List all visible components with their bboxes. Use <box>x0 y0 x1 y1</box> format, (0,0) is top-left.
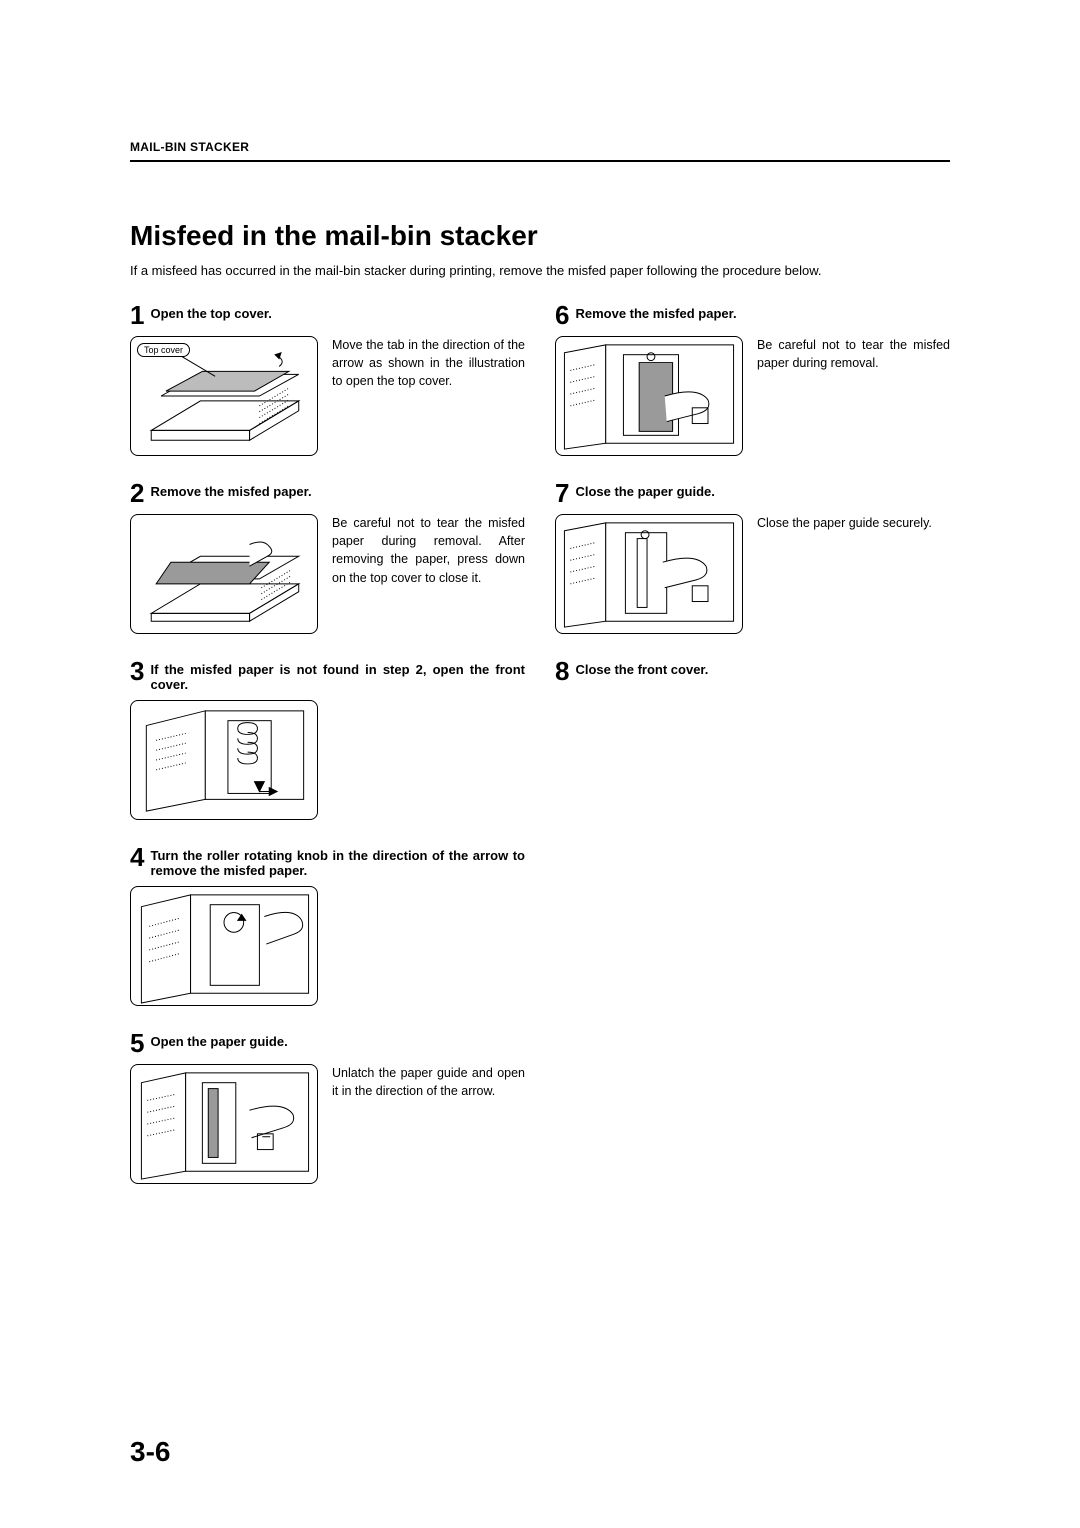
step-title: If the misfed paper is not found in step… <box>150 658 525 692</box>
step-number: 7 <box>555 480 569 506</box>
step-7-text: Close the paper guide securely. <box>757 514 932 532</box>
step-6: 6 Remove the misfed paper. <box>555 302 950 456</box>
left-column: 1 Open the top cover. Top cover <box>130 302 525 1208</box>
step-number: 4 <box>130 844 144 870</box>
step-2-text: Be careful not to tear the misfed paper … <box>332 514 525 587</box>
step-3: 3 If the misfed paper is not found in st… <box>130 658 525 820</box>
step-6-figure <box>555 336 743 456</box>
running-head: MAIL-BIN STACKER <box>130 140 950 162</box>
step-title: Open the top cover. <box>150 302 271 321</box>
step-3-figure <box>130 700 318 820</box>
step-number: 3 <box>130 658 144 684</box>
step-5: 5 Open the paper guide. <box>130 1030 525 1184</box>
step-number: 6 <box>555 302 569 328</box>
step-title: Remove the misfed paper. <box>575 302 736 321</box>
step-number: 1 <box>130 302 144 328</box>
step-4: 4 Turn the roller rotating knob in the d… <box>130 844 525 1006</box>
step-5-text: Unlatch the paper guide and open it in t… <box>332 1064 525 1100</box>
step-7-figure <box>555 514 743 634</box>
page-title: Misfeed in the mail-bin stacker <box>130 220 950 252</box>
step-8: 8 Close the front cover. <box>555 658 950 684</box>
step-number: 2 <box>130 480 144 506</box>
step-title: Turn the roller rotating knob in the dir… <box>150 844 525 878</box>
step-1: 1 Open the top cover. Top cover <box>130 302 525 456</box>
step-1-figure: Top cover <box>130 336 318 456</box>
step-number: 8 <box>555 658 569 684</box>
step-5-figure <box>130 1064 318 1184</box>
intro-paragraph: If a misfeed has occurred in the mail-bi… <box>130 262 950 280</box>
top-cover-callout: Top cover <box>137 343 190 357</box>
step-number: 5 <box>130 1030 144 1056</box>
content-columns: 1 Open the top cover. Top cover <box>130 302 950 1208</box>
right-column: 6 Remove the misfed paper. <box>555 302 950 1208</box>
step-4-figure <box>130 886 318 1006</box>
step-title: Close the paper guide. <box>575 480 714 499</box>
step-title: Remove the misfed paper. <box>150 480 311 499</box>
step-6-text: Be careful not to tear the misfed paper … <box>757 336 950 372</box>
step-2: 2 Remove the misfed paper. <box>130 480 525 634</box>
step-7: 7 Close the paper guide. <box>555 480 950 634</box>
step-1-text: Move the tab in the direction of the arr… <box>332 336 525 390</box>
step-2-figure <box>130 514 318 634</box>
page-number: 3-6 <box>130 1436 170 1468</box>
step-title: Open the paper guide. <box>150 1030 287 1049</box>
step-title: Close the front cover. <box>575 658 708 677</box>
